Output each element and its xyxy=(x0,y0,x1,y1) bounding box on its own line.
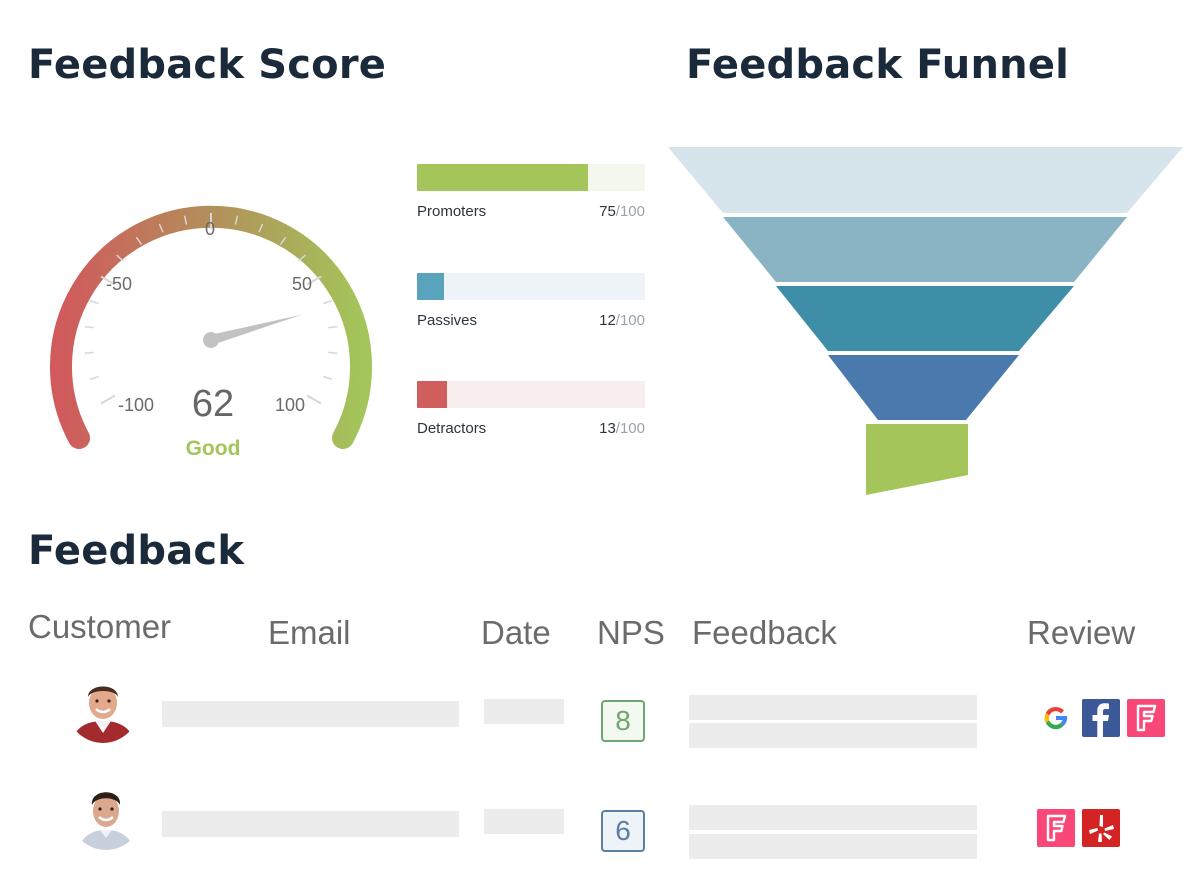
bar-value: 13/100 xyxy=(599,420,645,437)
funnel-stage xyxy=(668,147,1183,213)
gauge-tick xyxy=(116,254,124,262)
bar-track xyxy=(417,164,645,191)
feedback-score-title: Feedback Score xyxy=(28,42,387,88)
avatar xyxy=(67,671,139,743)
column-header-review: Review xyxy=(1027,614,1136,651)
yelp-icon[interactable] xyxy=(1082,809,1120,847)
feedback-funnel xyxy=(668,147,1183,495)
funnel-stage xyxy=(723,217,1127,282)
column-header-nps: NPS xyxy=(597,614,665,651)
foursquare-icon[interactable] xyxy=(1037,809,1075,847)
email-placeholder xyxy=(162,701,459,727)
funnel-stage xyxy=(776,286,1074,351)
promoters-bar: Promoters 75/100 xyxy=(417,164,645,220)
column-header-customer: Customer xyxy=(28,608,172,645)
gauge-needle-hub xyxy=(203,332,219,348)
feedback-funnel-title: Feedback Funnel xyxy=(686,42,1070,88)
gauge-tick xyxy=(328,351,338,355)
bar-label: Promoters xyxy=(417,203,487,220)
gauge-tick xyxy=(135,236,143,245)
gauge-ticks xyxy=(84,213,338,405)
bar-fill xyxy=(417,381,447,408)
gauge-tick xyxy=(298,254,306,262)
bar-value: 75/100 xyxy=(599,203,645,220)
gauge-tick-label: 50 xyxy=(292,274,312,294)
gauge-tick-label: 100 xyxy=(275,395,305,415)
gauge-tick-label: -50 xyxy=(106,274,132,294)
funnel-stage xyxy=(828,355,1019,420)
gauge-tick xyxy=(322,300,333,305)
feedback-placeholder xyxy=(689,834,977,859)
gauge-tick xyxy=(306,394,322,405)
column-header-email: Email xyxy=(268,614,351,651)
gauge-tick xyxy=(84,351,94,355)
table-row[interactable]: 6 xyxy=(0,773,1200,863)
passives-bar: Passives 12/100 xyxy=(417,273,645,329)
gauge-needle xyxy=(209,314,303,345)
bar-fill xyxy=(417,164,588,191)
feedback-placeholder xyxy=(689,695,977,720)
bar-fill xyxy=(417,273,445,300)
feedback-table-title: Feedback xyxy=(28,528,245,574)
gauge-tick xyxy=(322,375,333,380)
gauge-tick xyxy=(84,325,94,329)
nps-gauge: -50 0 50 -100 100 62 Good xyxy=(50,205,372,460)
gauge-tick xyxy=(328,325,338,329)
gauge-tick xyxy=(258,223,264,233)
gauge-value: 62 xyxy=(192,383,234,425)
nps-badge: 6 xyxy=(601,810,645,852)
gauge-tick xyxy=(183,215,188,225)
date-placeholder xyxy=(484,699,564,724)
gauge-tick xyxy=(306,275,322,286)
gauge-tick xyxy=(100,275,116,286)
gauge-tick xyxy=(158,223,164,233)
email-placeholder xyxy=(162,811,459,837)
foursquare-icon[interactable] xyxy=(1127,699,1165,737)
nps-badge: 8 xyxy=(601,700,645,742)
gauge-tick-label: -100 xyxy=(118,395,154,415)
gauge-tick-label: 0 xyxy=(205,219,215,239)
column-header-date: Date xyxy=(481,614,551,651)
bar-track xyxy=(417,273,645,300)
table-row[interactable]: 8 xyxy=(0,665,1200,755)
bar-value: 12/100 xyxy=(599,312,645,329)
funnel-stage xyxy=(866,424,968,495)
avatar xyxy=(70,778,142,850)
bar-label: Detractors xyxy=(417,420,487,437)
feedback-placeholder xyxy=(689,723,977,748)
bar-track xyxy=(417,381,645,408)
google-icon[interactable] xyxy=(1037,699,1075,737)
feedback-placeholder xyxy=(689,805,977,830)
gauge-tick xyxy=(89,375,100,380)
detractors-bar: Detractors 13/100 xyxy=(417,381,645,437)
gauge-tick xyxy=(89,300,100,305)
gauge-rating: Good xyxy=(186,437,241,460)
bar-label: Passives xyxy=(417,312,478,329)
gauge-tick xyxy=(234,215,239,225)
column-header-feedback: Feedback xyxy=(692,614,837,651)
date-placeholder xyxy=(484,809,564,834)
gauge-tick xyxy=(279,236,287,245)
facebook-icon[interactable] xyxy=(1082,699,1120,737)
gauge-tick xyxy=(100,394,116,405)
